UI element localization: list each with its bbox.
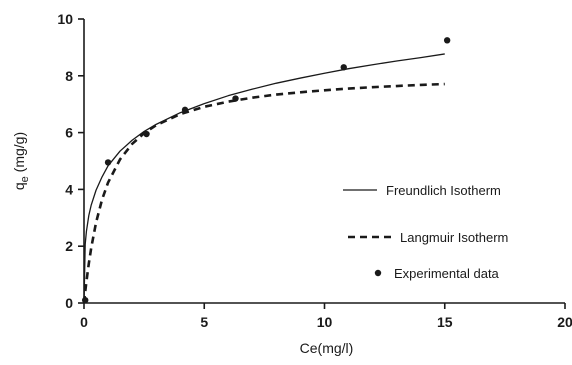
legend: Freundlich Isotherm Langmuir Isotherm Ex… [343,183,508,281]
experimental-data-point [443,37,451,44]
x-tick-label: 5 [200,314,208,330]
y-tick-label: 8 [65,68,73,84]
experimental-data-point [143,130,150,138]
x-tick-label: 15 [437,314,453,330]
experimental-data-point [104,159,112,166]
y-tick-label: 0 [65,295,73,311]
x-ticks: 0 5 10 15 20 [80,303,572,330]
x-tick-label: 0 [80,314,88,330]
plot-lines [82,53,445,304]
y-tick-label: 2 [65,238,73,254]
y-axis-title-unit: (mg/g) [11,132,27,176]
y-axis-title: qe (mg/g) [11,132,31,190]
freundlich-curve [83,53,445,304]
experimental-data-point [340,64,347,71]
y-tick-label: 10 [57,11,73,27]
legend-label-freundlich: Freundlich Isotherm [386,183,501,198]
x-tick-label: 10 [317,314,333,330]
experimental-data-point [181,106,189,114]
legend-label-langmuir: Langmuir Isotherm [400,230,508,245]
legend-swatch-experimental [374,269,382,277]
y-ticks: 0 2 4 6 8 10 [57,11,84,311]
experimental-data-point [232,95,239,102]
plot-points [82,37,451,304]
x-axis-title: Ce(mg/l) [300,340,354,356]
x-tick-label: 20 [557,314,572,330]
y-tick-label: 6 [65,125,73,141]
y-axis-title-main: q [11,182,27,190]
y-tick-label: 4 [65,181,73,197]
langmuir-curve [82,82,445,304]
legend-label-experimental: Experimental data [394,266,500,281]
y-axis-title-subscript: e [19,176,31,182]
